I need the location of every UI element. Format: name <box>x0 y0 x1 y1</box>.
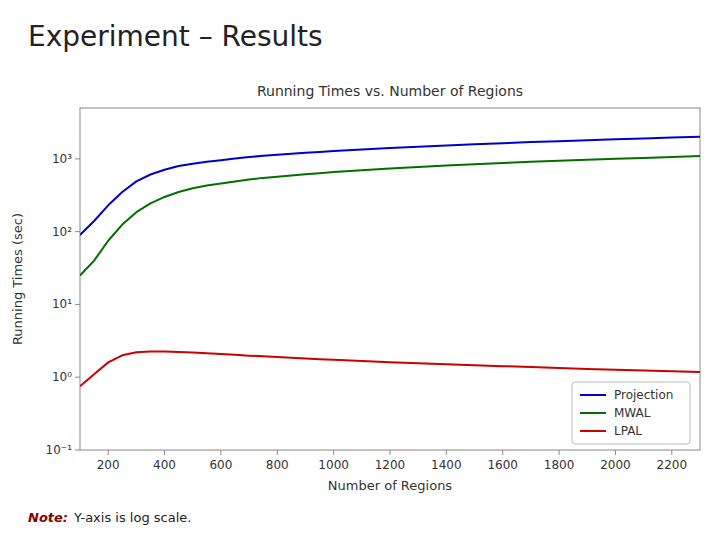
tick <box>559 450 560 455</box>
tick <box>277 450 278 455</box>
tick-label: 10⁰ <box>52 370 72 384</box>
annotation: Y-axis is log scale. <box>73 510 191 525</box>
legend-box <box>572 382 690 444</box>
legend-swatch <box>580 394 606 396</box>
legend-entry: MWAL <box>614 406 651 420</box>
tick <box>671 450 672 455</box>
x-axis: 200 400 600 800 1000 1200 1400 1600 1800 2000 2200 <box>97 450 687 472</box>
tick-label: 600 <box>209 458 232 472</box>
tick <box>75 450 80 451</box>
tick <box>615 450 616 455</box>
chart: Experiment – Results Running Times vs. Nu… <box>0 0 720 540</box>
legend-entry: Projection <box>614 388 673 402</box>
title: Experiment – Results <box>28 20 323 53</box>
tick <box>75 377 80 378</box>
note: Note: Y-axis is log scale. <box>28 510 191 525</box>
tick-label: 10¹ <box>52 297 72 311</box>
legend-entry: LPAL <box>614 424 642 438</box>
tick-label: 10² <box>52 225 72 239</box>
legend-swatch <box>580 412 606 414</box>
tick-label: 400 <box>153 458 176 472</box>
tick <box>220 450 221 455</box>
tick-label: 1000 <box>318 458 349 472</box>
plot-frame <box>80 108 700 450</box>
tick-label: 10³ <box>52 152 72 166</box>
tick <box>502 450 503 455</box>
tick-label: 1800 <box>544 458 575 472</box>
tick <box>164 450 165 455</box>
legend-swatch <box>580 430 606 432</box>
tick-label: 800 <box>266 458 289 472</box>
tick-label: 1400 <box>431 458 462 472</box>
tick <box>75 304 80 305</box>
tick <box>108 450 109 455</box>
subtitle: Running Times vs. Number of Regions <box>257 83 523 99</box>
tick <box>446 450 447 455</box>
line <box>80 137 700 235</box>
annotation: Note: <box>28 510 68 525</box>
y-axis: 10⁻¹ 10⁰ 10¹ 10² 10³ <box>46 152 80 457</box>
tick <box>75 231 80 232</box>
tick <box>75 158 80 159</box>
x-axis-label: Number of Regions <box>328 478 453 493</box>
tick <box>333 450 334 455</box>
tick-label: 200 <box>97 458 120 472</box>
background <box>0 0 720 540</box>
tick <box>390 450 391 455</box>
tick-label: 2200 <box>657 458 688 472</box>
tick-label: 10⁻¹ <box>46 443 73 457</box>
legend: Projection MWAL LPAL <box>572 382 690 444</box>
series-group <box>80 137 700 387</box>
tick-label: 1200 <box>375 458 406 472</box>
line <box>80 352 700 387</box>
y-axis-label: Running Times (sec) <box>10 213 25 345</box>
line <box>80 156 700 275</box>
tick-label: 2000 <box>600 458 631 472</box>
tick-label: 1600 <box>487 458 518 472</box>
